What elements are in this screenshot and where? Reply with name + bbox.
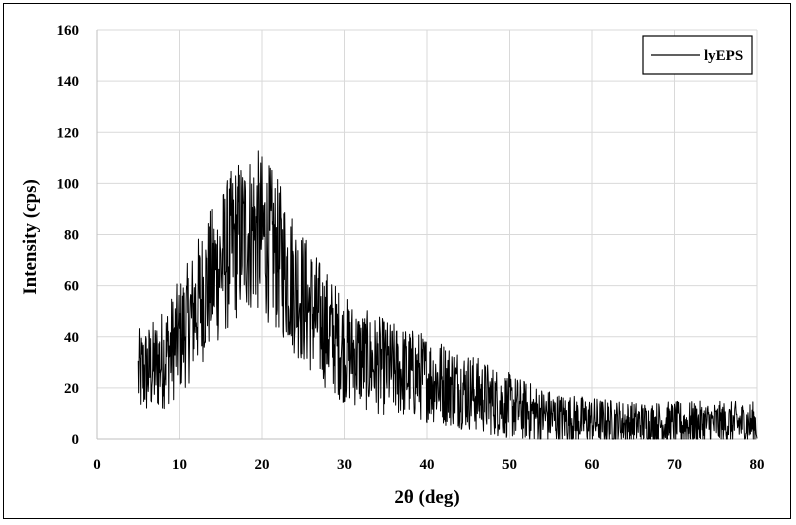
y-tick-label: 20 — [64, 381, 79, 397]
grid — [96, 29, 758, 440]
y-tick-label: 100 — [57, 176, 80, 192]
y-tick-label: 40 — [64, 330, 79, 346]
chart-frame — [3, 3, 791, 519]
y-tick-label: 60 — [64, 279, 79, 295]
series-line-lyEPS — [137, 150, 758, 440]
x-tick-labels: 0 10 20 30 40 50 60 70 80 — [93, 457, 764, 473]
y-tick-label: 120 — [57, 125, 80, 141]
y-tick-label: 0 — [72, 432, 80, 448]
x-tick-label: 0 — [93, 457, 101, 473]
y-tick-label: 160 — [57, 23, 80, 39]
x-tick-label: 40 — [420, 457, 435, 473]
x-tick-label: 50 — [502, 457, 517, 473]
x-tick-label: 70 — [667, 457, 682, 473]
x-axis-label: 2θ (deg) — [394, 487, 459, 508]
x-tick-label: 60 — [585, 457, 600, 473]
y-tick-label: 80 — [64, 228, 79, 244]
x-tick-label: 30 — [337, 457, 352, 473]
legend: lyEPS — [642, 35, 753, 75]
y-axis-label: Intensity (cps) — [20, 179, 41, 295]
legend-label: lyEPS — [704, 48, 743, 64]
x-tick-label: 10 — [172, 457, 187, 473]
y-tick-label: 140 — [57, 74, 80, 90]
y-tick-labels: 0 20 40 60 80 100 120 140 160 — [57, 23, 80, 448]
series-group — [137, 150, 758, 440]
x-tick-label: 20 — [255, 457, 270, 473]
x-tick-label: 80 — [750, 457, 765, 473]
